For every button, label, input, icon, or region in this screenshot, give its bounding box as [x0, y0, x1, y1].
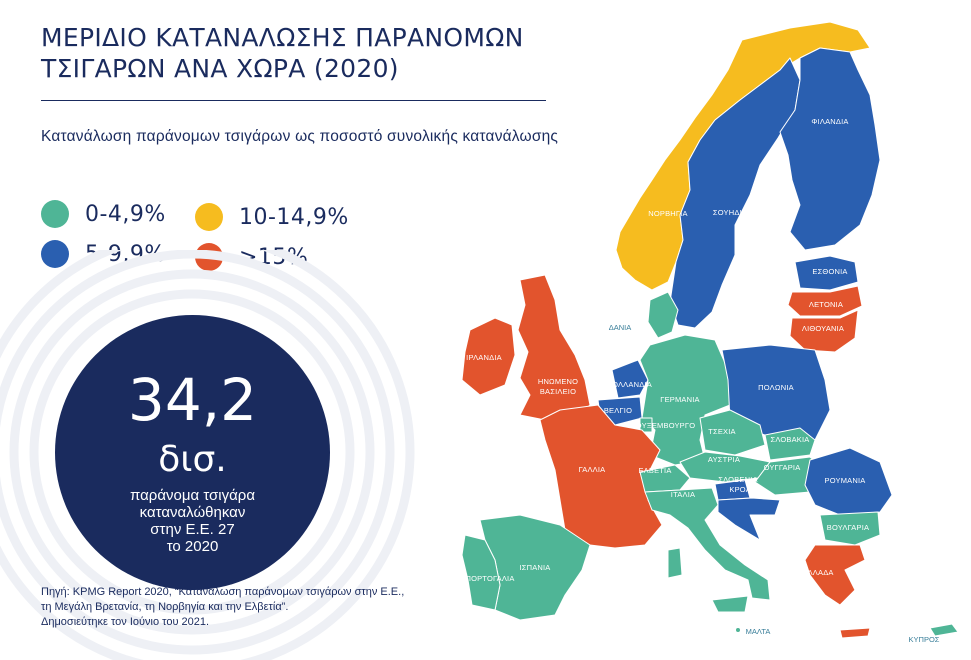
country-lithuania — [789, 309, 859, 353]
subtitle: Κατανάλωση παράνομων τσιγάρων ως ποσοστό… — [41, 128, 559, 145]
country-latvia — [787, 285, 863, 317]
country-slovakia — [764, 427, 816, 461]
country-label-luxembourg: ΛΟΥΞΕΜΒΟΥΡΓΟ — [631, 421, 696, 430]
country-label-norway: ΝΟΡΒΗΓΙΑ — [648, 209, 688, 218]
title-line-1: ΜΕΡΙΔΙΟ ΚΑΤΑΝΑΛΩΣΗΣ ΠΑΡΑΝΟΜΩΝ — [41, 23, 524, 52]
country-portugal — [461, 534, 501, 611]
country-greece — [804, 544, 866, 606]
country-switzerland — [639, 464, 691, 493]
country-label-latvia: ΛΕΤΟΝΙΑ — [809, 300, 843, 309]
country-label-netherlands: ΟΛΛΑΝΔΙΑ — [612, 380, 652, 389]
country-label-portugal: ΠΟΡΤΟΓΑΛΙΑ — [465, 574, 514, 583]
country-romania — [804, 447, 893, 516]
country-label-spain: ΙΣΠΑΝΙΑ — [519, 563, 550, 572]
country-label-hungary: ΟΥΓΓΑΡΙΑ — [764, 463, 801, 472]
stat-circle: 34,2 δισ. παράνομα τσιγάρα καταναλώθηκαν… — [55, 315, 330, 590]
source-line: τη Μεγάλη Βρετανία, τη Νορβηγία και την … — [41, 601, 289, 613]
country-label-cyprus: ΚΥΠΡΟΣ — [909, 635, 940, 644]
country-malta — [735, 627, 741, 633]
country-label-malta: ΜΑΛΤΑ — [746, 627, 771, 636]
country-label-lithuania: ΛΙΘΟΥΑΝΙΑ — [802, 324, 844, 333]
stat-desc-line: καταναλώθηκαν — [139, 504, 246, 521]
page-title: ΜΕΡΙΔΙΟ ΚΑΤΑΝΑΛΩΣΗΣ ΠΑΡΑΝΟΜΩΝ ΤΣΙΓΑΡΩΝ Α… — [41, 22, 581, 84]
country-croatia — [717, 497, 781, 541]
title-divider — [41, 100, 546, 101]
stat-desc-line: το 2020 — [166, 538, 219, 555]
decorative-rings — [0, 250, 415, 660]
country-italy-sardinia — [667, 547, 683, 579]
country-bulgaria — [819, 511, 881, 546]
country-label-uk-1: ΗΝΩΜΕΝΟ — [538, 377, 578, 386]
country-label-italy: ΙΤΑΛΙΑ — [671, 490, 695, 499]
country-estonia — [794, 255, 859, 291]
country-label-slovakia: ΣΛΟΒΑΚΙΑ — [770, 435, 809, 444]
stat-unit: δισ. — [158, 439, 227, 480]
country-greece-crete — [839, 627, 871, 639]
legend-item-10-14: 10-14,9% — [195, 203, 349, 231]
europe-map: ΦΙΛΑΝΔΙΑ ΣΟΥΗΔΙΑ ΝΟΡΒΗΓΙΑ ΕΣΘΟΝΙΑ ΛΕΤΟΝΙ… — [461, 21, 959, 644]
legend-dot-yellow — [195, 203, 223, 231]
country-label-sweden: ΣΟΥΗΔΙΑ — [713, 208, 747, 217]
country-cyprus — [929, 623, 959, 637]
country-label-ireland: ΙΡΛΑΝΔΙΑ — [466, 353, 502, 362]
country-czechia — [699, 409, 766, 456]
country-italy-sicily — [711, 595, 749, 613]
country-finland — [779, 47, 881, 251]
legend-dot-blue — [41, 240, 69, 268]
stat-number: 34,2 — [127, 366, 258, 434]
source-line: Πηγή: KPMG Report 2020, “Κατανάλωση παρά… — [41, 586, 405, 598]
country-label-bulgaria: ΒΟΥΛΓΑΡΙΑ — [827, 523, 869, 532]
legend-label: 10-14,9% — [239, 204, 349, 230]
country-label-romania: ΡΟΥΜΑΝΙΑ — [825, 476, 866, 485]
country-label-greece: ΕΛΛΑΔΑ — [802, 568, 833, 577]
country-label-estonia: ΕΣΘΟΝΙΑ — [812, 267, 847, 276]
country-label-austria: ΑΥΣΤΡΙΑ — [708, 455, 740, 464]
title-line-2: ΤΣΙΓΑΡΩΝ ΑΝΑ ΧΩΡΑ (2020) — [41, 54, 399, 83]
country-label-slovenia: ΣΛΟΒΕΝΙΑ — [718, 475, 757, 484]
country-label-belgium: ΒΕΛΓΙΟ — [604, 406, 632, 415]
country-label-germany: ΓΕΡΜΑΝΙΑ — [660, 395, 700, 404]
country-label-uk-2: ΒΑΣΙΛΕΙΟ — [540, 387, 576, 396]
legend-item-0-4: 0-4,9% — [41, 200, 166, 228]
country-label-finland: ΦΙΛΑΝΔΙΑ — [811, 117, 848, 126]
legend-dot-green — [41, 200, 69, 228]
country-label-switzerland: ΕΛΒΕΤΙΑ — [638, 466, 671, 475]
country-label-croatia: ΚΡΟΑΤΙΑ — [729, 485, 762, 494]
country-label-czechia: ΤΣΕΧΙΑ — [708, 427, 736, 436]
country-france — [539, 404, 663, 549]
legend-label: 0-4,9% — [85, 201, 166, 227]
country-label-france: ΓΑΛΛΙΑ — [579, 465, 606, 474]
country-label-denmark: ΔΑΝΙΑ — [609, 323, 632, 332]
country-denmark — [647, 291, 679, 339]
stat-description: παράνομα τσιγάρα καταναλώθηκαν στην Ε.Ε.… — [125, 487, 260, 555]
country-label-poland: ΠΟΛΩΝΙΑ — [758, 383, 794, 392]
source-note: Πηγή: KPMG Report 2020, “Κατανάλωση παρά… — [41, 585, 461, 630]
source-line: Δημοσιεύτηκε τον Ιούνιο του 2021. — [41, 616, 210, 628]
country-italy — [644, 487, 771, 601]
country-ireland — [461, 317, 516, 396]
country-netherlands — [611, 359, 649, 399]
stat-desc-line: παράνομα τσιγάρα — [129, 487, 256, 504]
stat-desc-line: στην Ε.Ε. 27 — [150, 521, 235, 538]
country-uk — [517, 274, 591, 421]
country-luxembourg — [639, 417, 653, 433]
